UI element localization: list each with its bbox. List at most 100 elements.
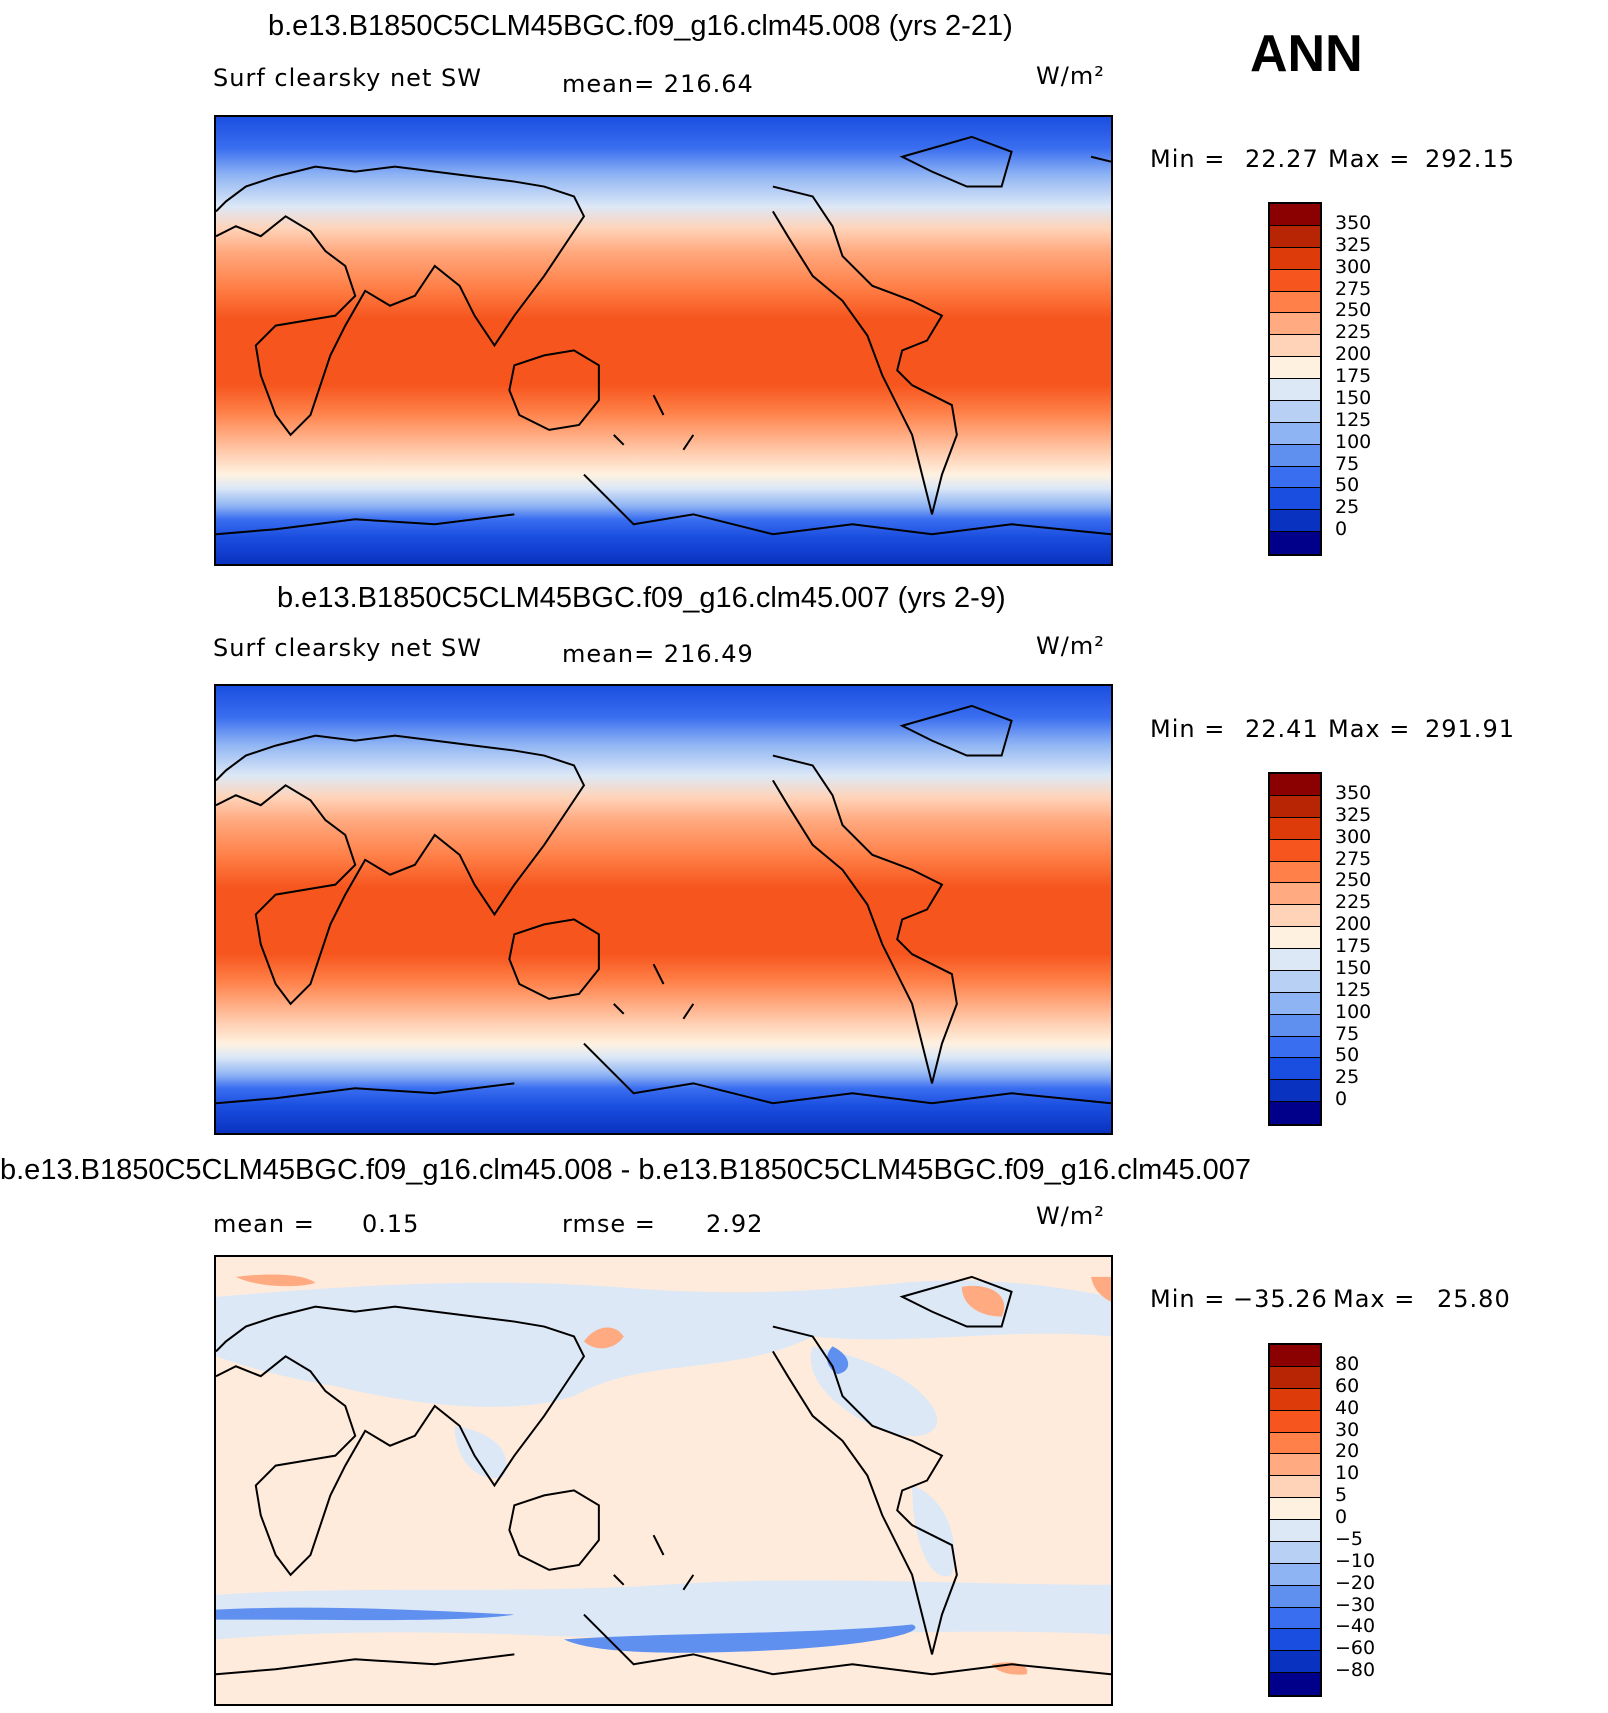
colorbar-segment xyxy=(1270,1607,1320,1630)
colorbar-tick-label: 150 xyxy=(1335,386,1372,409)
colorbar-tick-label: 25 xyxy=(1335,1066,1360,1089)
colorbar-tick-label: 125 xyxy=(1335,408,1372,431)
colorbar-segment xyxy=(1270,1585,1320,1608)
colorbar-tick-label: 125 xyxy=(1335,978,1372,1001)
panel2-colorbar-ticks: 350 325 300 275 250 225 200 175 150 125 100 75 50 25 0 xyxy=(1335,772,1395,1126)
colorbar-tick-label: 300 xyxy=(1335,825,1372,848)
colorbar-segment xyxy=(1270,861,1320,884)
colorbar-segment xyxy=(1270,1388,1320,1411)
colorbar-segment xyxy=(1270,1629,1320,1652)
colorbar-segment xyxy=(1270,1498,1320,1520)
colorbar-tick-label: 325 xyxy=(1335,233,1372,256)
colorbar-segment xyxy=(1270,335,1320,358)
colorbar-segment xyxy=(1270,379,1320,401)
panel3-mean-value: 0.15 xyxy=(362,1210,420,1238)
colorbar-tick-label: 200 xyxy=(1335,913,1372,936)
colorbar-segment xyxy=(1270,1476,1320,1499)
panel2-min-label: Min = xyxy=(1150,715,1226,743)
panel1-max-value: 292.15 xyxy=(1425,145,1515,173)
colorbar-segment xyxy=(1270,1080,1320,1103)
colorbar-segment xyxy=(1270,949,1320,971)
colorbar-segment xyxy=(1270,1563,1320,1586)
panel3-units: W/m² xyxy=(1036,1202,1105,1230)
colorbar-segment xyxy=(1270,795,1320,818)
panel1-colorbar xyxy=(1268,202,1322,556)
colorbar-tick-label: 75 xyxy=(1335,1022,1360,1045)
panel2-variable: Surf clearsky net SW xyxy=(213,634,482,662)
colorbar-segment xyxy=(1270,1410,1320,1433)
panel3-min-value: −35.26 xyxy=(1233,1285,1328,1313)
panel3-colorbar-ticks: 80 60 40 30 20 10 5 0 −5 −10 −20 −30 −40 −60 −80 xyxy=(1335,1343,1405,1697)
panel1-units: W/m² xyxy=(1036,62,1105,90)
colorbar-tick-label: 0 xyxy=(1335,518,1348,541)
colorbar-segment xyxy=(1270,927,1320,949)
colorbar-segment xyxy=(1270,1520,1320,1542)
panel3-rmse-value: 2.92 xyxy=(706,1210,764,1238)
panel2-title: b.e13.B1850C5CLM45BGC.f09_g16.clm45.007 … xyxy=(277,582,1006,614)
colorbar-segment xyxy=(1270,1651,1320,1674)
colorbar-tick-label: 200 xyxy=(1335,343,1372,366)
panel3-max-value: 25.80 xyxy=(1437,1285,1511,1313)
colorbar-tick-label: 150 xyxy=(1335,956,1372,979)
panel3-min-label: Min = xyxy=(1150,1285,1226,1313)
colorbar-tick-label: 275 xyxy=(1335,277,1372,300)
panel3-colorbar xyxy=(1268,1343,1322,1697)
panel1-mean: mean= 216.64 xyxy=(562,70,754,98)
panel3-mean-label: mean = xyxy=(213,1210,315,1238)
colorbar-segment xyxy=(1270,1345,1320,1367)
colorbar-segment xyxy=(1270,1036,1320,1059)
colorbar-tick-label: −40 xyxy=(1335,1615,1376,1638)
panel3-title: b.e13.B1850C5CLM45BGC.f09_g16.clm45.008 … xyxy=(0,1154,1330,1187)
colorbar-tick-label: 225 xyxy=(1335,321,1372,344)
colorbar-tick-label: 40 xyxy=(1335,1396,1360,1419)
panel1-min-value: 22.27 xyxy=(1245,145,1319,173)
colorbar-tick-label: 20 xyxy=(1335,1440,1360,1463)
colorbar-tick-label: −5 xyxy=(1335,1527,1364,1550)
colorbar-segment xyxy=(1270,1366,1320,1389)
colorbar-tick-label: 175 xyxy=(1335,935,1372,957)
colorbar-tick-label: 25 xyxy=(1335,496,1360,519)
colorbar-segment xyxy=(1270,817,1320,840)
colorbar-tick-label: 80 xyxy=(1335,1352,1360,1375)
colorbar-segment xyxy=(1270,992,1320,1015)
panel3-title-text: b.e13.B1850C5CLM45BGC.f09_g16.clm45.008 … xyxy=(0,1154,1252,1186)
colorbar-tick-label: 175 xyxy=(1335,365,1372,387)
colorbar-segment xyxy=(1270,774,1320,796)
colorbar-segment xyxy=(1270,400,1320,423)
panel2-colorbar xyxy=(1268,772,1322,1126)
colorbar-segment xyxy=(1270,291,1320,314)
colorbar-tick-label: −10 xyxy=(1335,1549,1376,1572)
colorbar-tick-label: 250 xyxy=(1335,299,1372,322)
panel1-max-label: Max = xyxy=(1328,145,1411,173)
colorbar-segment xyxy=(1270,510,1320,533)
panel1-variable: Surf clearsky net SW xyxy=(213,64,482,92)
colorbar-tick-label: 250 xyxy=(1335,869,1372,892)
colorbar-segment xyxy=(1270,313,1320,336)
panel3-rmse-label: rmse = xyxy=(562,1210,656,1238)
colorbar-segment xyxy=(1270,444,1320,467)
panel1-title: b.e13.B1850C5CLM45BGC.f09_g16.clm45.008 … xyxy=(268,10,1013,42)
colorbar-tick-label: 325 xyxy=(1335,803,1372,826)
colorbar-segment xyxy=(1270,1541,1320,1564)
colorbar-tick-label: 30 xyxy=(1335,1418,1360,1441)
colorbar-segment xyxy=(1270,532,1320,554)
season-label: ANN xyxy=(1250,25,1363,83)
panel1-colorbar-ticks: 350 325 300 275 250 225 200 175 150 125 100 75 50 25 0 xyxy=(1335,202,1395,556)
colorbar-tick-label: −60 xyxy=(1335,1637,1376,1660)
panel2-max-label: Max = xyxy=(1328,715,1411,743)
colorbar-segment xyxy=(1270,488,1320,511)
colorbar-tick-label: 300 xyxy=(1335,255,1372,278)
colorbar-tick-label: 225 xyxy=(1335,891,1372,914)
colorbar-tick-label: 0 xyxy=(1335,1506,1348,1528)
colorbar-tick-label: −20 xyxy=(1335,1571,1376,1594)
colorbar-segment xyxy=(1270,839,1320,862)
colorbar-segment xyxy=(1270,1102,1320,1124)
panel3-map xyxy=(214,1255,1113,1706)
panel2-mean: mean= 216.49 xyxy=(562,640,754,668)
panel2-max-value: 291.91 xyxy=(1425,715,1515,743)
colorbar-segment xyxy=(1270,1058,1320,1081)
colorbar-segment xyxy=(1270,970,1320,993)
colorbar-segment xyxy=(1270,1454,1320,1477)
colorbar-tick-label: 75 xyxy=(1335,452,1360,475)
panel1-map xyxy=(214,115,1113,566)
